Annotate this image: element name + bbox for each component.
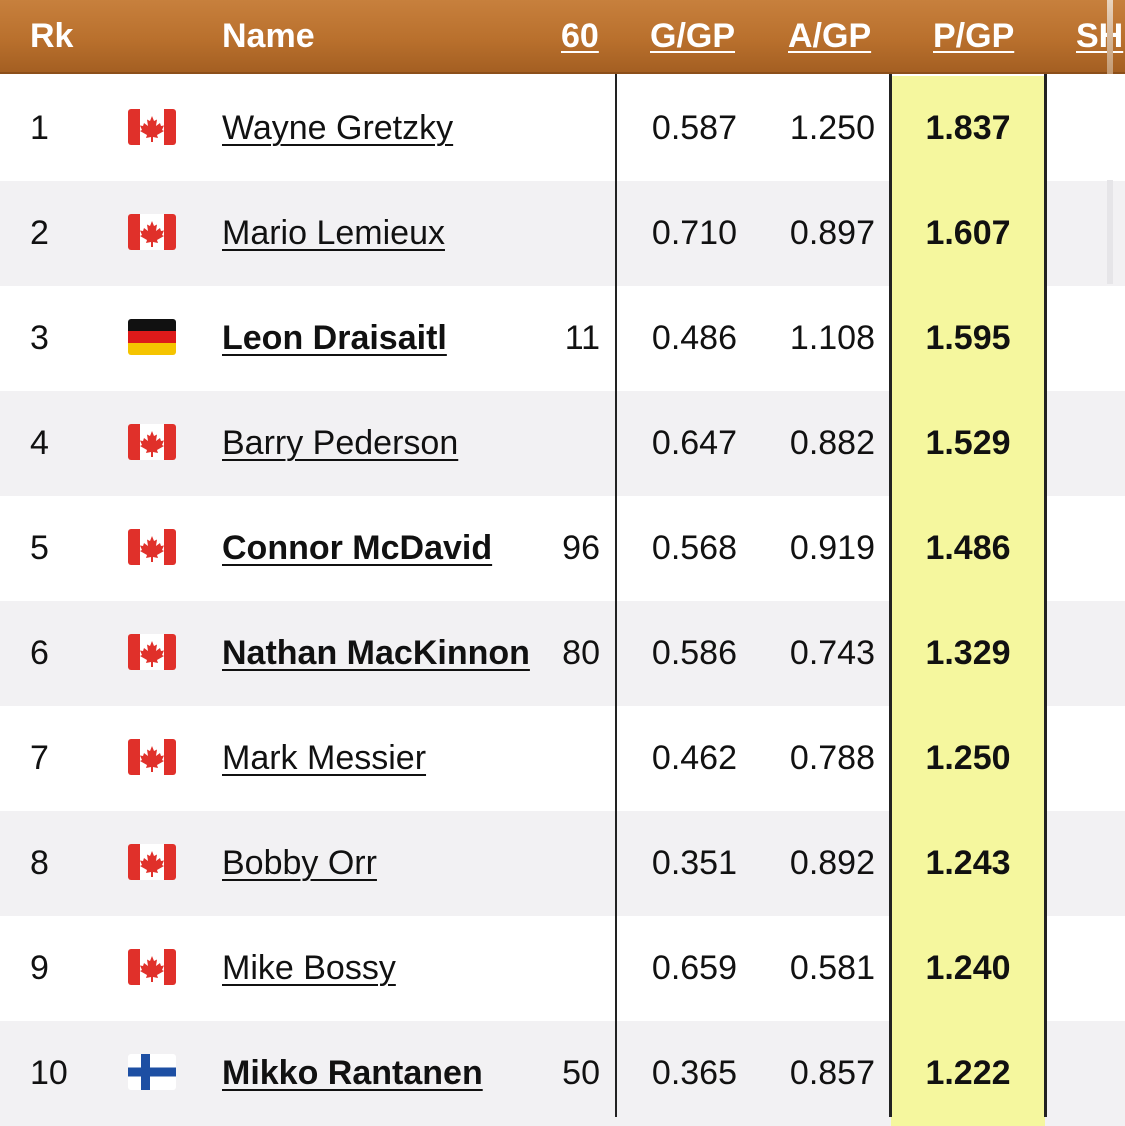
rank-cell: 6 bbox=[30, 634, 49, 672]
assists-per-game-cell: 0.857 bbox=[789, 1054, 875, 1092]
sort-ggp-link[interactable]: G/GP bbox=[650, 17, 736, 55]
rank-cell: 7 bbox=[30, 739, 49, 777]
rank-cell: 4 bbox=[30, 424, 49, 462]
table-row: 6 Nathan MacKinnon 80 0.586 0.743 1.329 bbox=[0, 601, 1125, 706]
germany-flag-icon bbox=[128, 319, 176, 355]
table-row: 10 Mikko Rantanen 50 0.365 0.857 1.222 bbox=[0, 1021, 1125, 1126]
header-name: Name bbox=[222, 17, 315, 55]
rank-cell: 8 bbox=[30, 844, 49, 882]
player-link[interactable]: Nathan MacKinnon bbox=[222, 634, 530, 672]
assists-per-game-cell: 1.250 bbox=[789, 109, 875, 147]
goals-per-game-cell: 0.486 bbox=[651, 319, 737, 357]
rank-cell: 9 bbox=[30, 949, 49, 987]
col60-cell: 11 bbox=[564, 319, 600, 357]
goals-per-game-cell: 0.586 bbox=[651, 634, 737, 672]
player-link[interactable]: Mikko Rantanen bbox=[222, 1054, 483, 1092]
player-name-cell: Mark Messier bbox=[222, 706, 426, 811]
player-link[interactable]: Barry Pederson bbox=[222, 424, 459, 462]
points-per-game-cell: 1.837 bbox=[891, 76, 1045, 181]
canada-flag-icon bbox=[128, 949, 176, 985]
assists-per-game-cell: 0.788 bbox=[789, 739, 875, 777]
canada-flag-icon bbox=[128, 109, 176, 145]
points-per-game-cell: 1.329 bbox=[891, 601, 1045, 706]
highlight-border-left bbox=[889, 74, 892, 1117]
table-row: 4 Barry Pederson 0.647 0.882 1.529 bbox=[0, 391, 1125, 496]
rank-cell: 3 bbox=[30, 319, 49, 357]
player-link[interactable]: Mario Lemieux bbox=[222, 214, 445, 252]
sort-pgp-link[interactable]: P/GP bbox=[933, 17, 1015, 55]
assists-per-game-cell: 0.743 bbox=[789, 634, 875, 672]
rank-cell: 5 bbox=[30, 529, 49, 567]
assists-per-game-cell: 0.882 bbox=[789, 424, 875, 462]
header-rank: Rk bbox=[30, 17, 74, 55]
table-row: 8 Bobby Orr 0.351 0.892 1.243 bbox=[0, 811, 1125, 916]
points-per-game-cell: 1.486 bbox=[891, 496, 1045, 601]
highlight-border-right bbox=[1044, 74, 1047, 1117]
points-per-game-cell: 1.222 bbox=[891, 1021, 1045, 1126]
canada-flag-icon bbox=[128, 634, 176, 670]
points-per-game-cell: 1.243 bbox=[891, 811, 1045, 916]
assists-per-game-cell: 0.919 bbox=[789, 529, 875, 567]
points-per-game-cell: 1.250 bbox=[891, 706, 1045, 811]
points-per-game-cell: 1.240 bbox=[891, 916, 1045, 1021]
table-header: Rk Name 60 G/GP A/GP P/GP SH bbox=[0, 0, 1125, 74]
points-per-game-cell: 1.529 bbox=[891, 391, 1045, 496]
assists-per-game-cell: 0.897 bbox=[789, 214, 875, 252]
col60-cell: 80 bbox=[562, 634, 600, 672]
table-row: 3 Leon Draisaitl 11 0.486 1.108 1.595 bbox=[0, 286, 1125, 391]
player-link[interactable]: Mike Bossy bbox=[222, 949, 396, 987]
canada-flag-icon bbox=[128, 739, 176, 775]
canada-flag-icon bbox=[128, 844, 176, 880]
col60-cell: 96 bbox=[562, 529, 600, 567]
points-per-game-cell: 1.607 bbox=[891, 181, 1045, 286]
canada-flag-icon bbox=[128, 424, 176, 460]
finland-flag-icon bbox=[128, 1054, 176, 1090]
player-name-cell: Barry Pederson bbox=[222, 391, 458, 496]
goals-per-game-cell: 0.568 bbox=[651, 529, 737, 567]
stats-table-body: 1 Wayne Gretzky 0.587 1.250 1.837 2 Mario Lemi… bbox=[0, 76, 1125, 1126]
sort-agp-link[interactable]: A/GP bbox=[788, 17, 872, 55]
table-row: 5 Connor McDavid 96 0.568 0.919 1.486 bbox=[0, 496, 1125, 601]
assists-per-game-cell: 1.108 bbox=[789, 319, 875, 357]
player-link[interactable]: Bobby Orr bbox=[222, 844, 377, 882]
assists-per-game-cell: 0.581 bbox=[789, 949, 875, 987]
player-name-cell: Connor McDavid bbox=[222, 496, 492, 601]
rank-cell: 2 bbox=[30, 214, 49, 252]
goals-per-game-cell: 0.351 bbox=[651, 844, 737, 882]
goals-per-game-cell: 0.710 bbox=[651, 214, 737, 252]
player-link[interactable]: Mark Messier bbox=[222, 739, 427, 777]
goals-per-game-cell: 0.365 bbox=[651, 1054, 737, 1092]
table-row: 2 Mario Lemieux 0.710 0.897 1.607 bbox=[0, 181, 1125, 286]
goals-per-game-cell: 0.587 bbox=[651, 109, 737, 147]
goals-per-game-cell: 0.647 bbox=[651, 424, 737, 462]
player-link[interactable]: Connor McDavid bbox=[222, 529, 493, 567]
player-link[interactable]: Leon Draisaitl bbox=[222, 319, 447, 357]
table-row: 1 Wayne Gretzky 0.587 1.250 1.837 bbox=[0, 76, 1125, 181]
sort-60-link[interactable]: 60 bbox=[561, 17, 599, 55]
rank-cell: 1 bbox=[30, 109, 49, 147]
col60-cell: 50 bbox=[562, 1054, 600, 1092]
table-row: 9 Mike Bossy 0.659 0.581 1.240 bbox=[0, 916, 1125, 1021]
player-name-cell: Mike Bossy bbox=[222, 916, 396, 1021]
column-divider bbox=[615, 74, 617, 1117]
scrollbar-track bbox=[1107, 180, 1113, 284]
player-link[interactable]: Wayne Gretzky bbox=[222, 109, 454, 147]
rank-cell: 10 bbox=[30, 1054, 68, 1092]
canada-flag-icon bbox=[128, 529, 176, 565]
sort-sh-link[interactable]: SH bbox=[1076, 17, 1124, 55]
points-per-game-cell: 1.595 bbox=[891, 286, 1045, 391]
player-name-cell: Bobby Orr bbox=[222, 811, 377, 916]
goals-per-game-cell: 0.659 bbox=[651, 949, 737, 987]
canada-flag-icon bbox=[128, 214, 176, 250]
player-name-cell: Mikko Rantanen bbox=[222, 1021, 483, 1126]
table-row: 7 Mark Messier 0.462 0.788 1.250 bbox=[0, 706, 1125, 811]
player-name-cell: Mario Lemieux bbox=[222, 181, 445, 286]
player-name-cell: Nathan MacKinnon bbox=[222, 601, 530, 706]
player-name-cell: Wayne Gretzky bbox=[222, 76, 453, 181]
scrollbar-handle[interactable] bbox=[1107, 0, 1113, 74]
assists-per-game-cell: 0.892 bbox=[789, 844, 875, 882]
goals-per-game-cell: 0.462 bbox=[651, 739, 737, 777]
player-name-cell: Leon Draisaitl bbox=[222, 286, 447, 391]
